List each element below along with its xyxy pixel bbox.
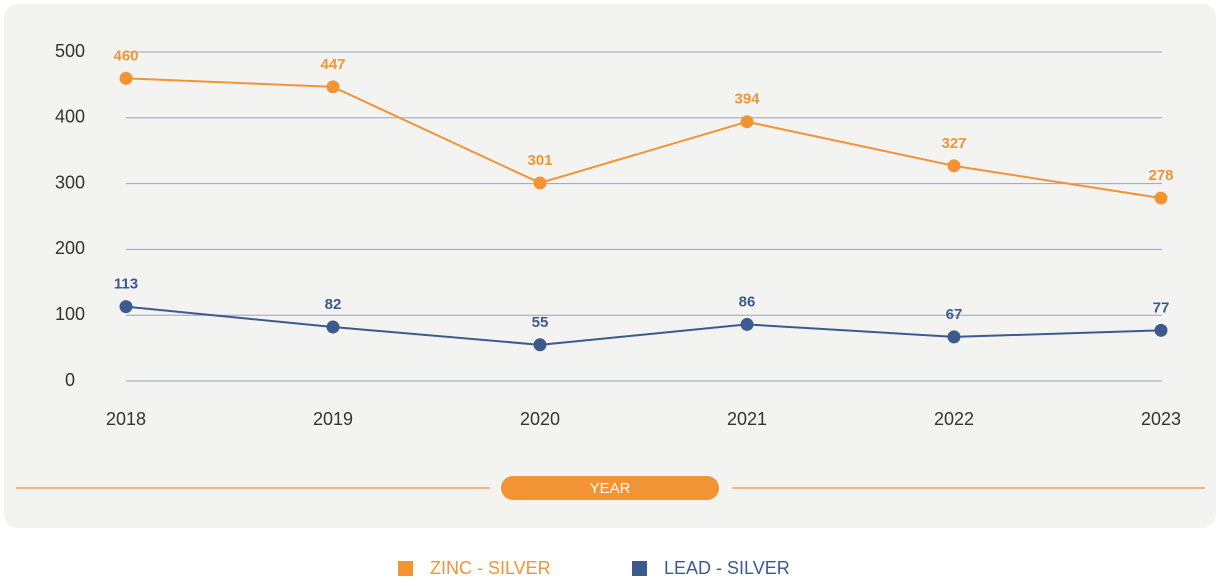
data-label: 394 — [734, 91, 760, 108]
data-point — [533, 338, 547, 352]
data-point — [1154, 191, 1168, 205]
series-line — [125, 77, 1162, 200]
x-tick-label: 2021 — [727, 409, 767, 429]
data-label: 113 — [114, 276, 138, 293]
data-label: 86 — [739, 293, 756, 310]
data-label: 55 — [532, 314, 549, 331]
x-tick-label: 2022 — [934, 409, 974, 429]
data-point — [119, 300, 133, 314]
y-tick-label: 500 — [55, 41, 85, 61]
legend-swatch — [632, 561, 647, 576]
x-tick-label: 2023 — [1141, 409, 1181, 429]
data-point — [947, 159, 961, 173]
panel — [4, 4, 1216, 528]
data-label: 327 — [941, 135, 966, 152]
y-tick-label: 300 — [55, 172, 85, 192]
data-label: 278 — [1148, 167, 1173, 184]
legend-swatch — [398, 561, 413, 576]
data-point — [533, 176, 547, 190]
data-point — [947, 330, 961, 344]
y-tick-label: 200 — [55, 238, 85, 258]
data-label: 447 — [320, 56, 345, 73]
y-tick-label: 100 — [55, 304, 85, 324]
data-point — [326, 320, 340, 334]
y-tick-label: 400 — [55, 107, 85, 127]
series-line — [125, 305, 1162, 346]
y-tick-label: 0 — [65, 370, 75, 390]
data-label: 77 — [1153, 299, 1170, 316]
data-point — [1154, 323, 1168, 337]
legend-label: LEAD - SILVER — [664, 558, 790, 578]
data-label: 67 — [946, 306, 963, 323]
x-axis-label: YEAR — [590, 480, 631, 497]
x-tick-label: 2019 — [313, 409, 353, 429]
x-tick-label: 2020 — [520, 409, 560, 429]
data-label: 460 — [113, 47, 138, 64]
data-label: 301 — [527, 152, 552, 169]
data-label: 82 — [325, 296, 342, 313]
data-point — [740, 317, 754, 331]
legend-label: ZINC - SILVER — [430, 558, 551, 578]
data-point — [740, 115, 754, 129]
data-point — [326, 80, 340, 94]
x-axis-pill — [501, 476, 719, 500]
data-point — [119, 71, 133, 85]
x-tick-label: 2018 — [106, 409, 146, 429]
